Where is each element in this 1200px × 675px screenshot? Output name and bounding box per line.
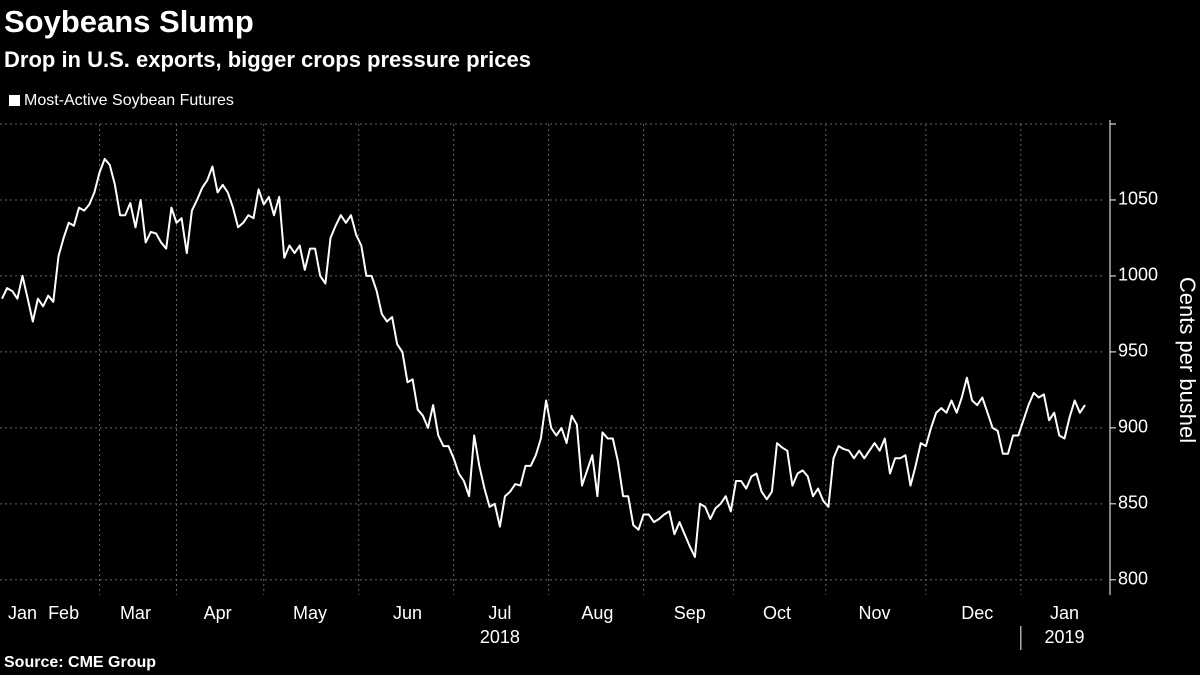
x-tick-label: Feb xyxy=(48,603,79,623)
y-tick-label: 1000 xyxy=(1118,265,1158,285)
x-tick-label: Apr xyxy=(204,603,232,623)
year-label: 2018 xyxy=(480,627,520,647)
x-tick-label: Jul xyxy=(488,603,511,623)
y-tick-label: 950 xyxy=(1118,341,1148,361)
price-line xyxy=(1,157,1086,558)
x-tick-label: Oct xyxy=(763,603,791,623)
y-tick-label: 1050 xyxy=(1118,189,1158,209)
x-tick-label: May xyxy=(293,603,327,623)
y-tick-label: 850 xyxy=(1118,493,1148,513)
x-tick-label: Dec xyxy=(961,603,993,623)
x-tick-label: Aug xyxy=(581,603,613,623)
x-tick-label: Sep xyxy=(674,603,706,623)
chart-title: Soybeans Slump xyxy=(4,4,254,39)
x-tick-label: Mar xyxy=(120,603,151,623)
legend-swatch xyxy=(9,95,20,106)
y-tick-label: 900 xyxy=(1118,417,1148,437)
legend-label: Most-Active Soybean Futures xyxy=(24,92,234,109)
x-tick-label: Jan xyxy=(8,603,37,623)
source-note: Source: CME Group xyxy=(4,654,156,671)
x-tick-label: Jan xyxy=(1050,603,1079,623)
y-tick-label: 800 xyxy=(1118,569,1148,589)
y-axis-title: Cents per bushel xyxy=(1175,277,1200,443)
year-label: 2019 xyxy=(1044,627,1084,647)
x-tick-label: Nov xyxy=(859,603,891,623)
x-tick-label: Jun xyxy=(393,603,422,623)
chart-subtitle: Drop in U.S. exports, bigger crops press… xyxy=(4,47,531,72)
